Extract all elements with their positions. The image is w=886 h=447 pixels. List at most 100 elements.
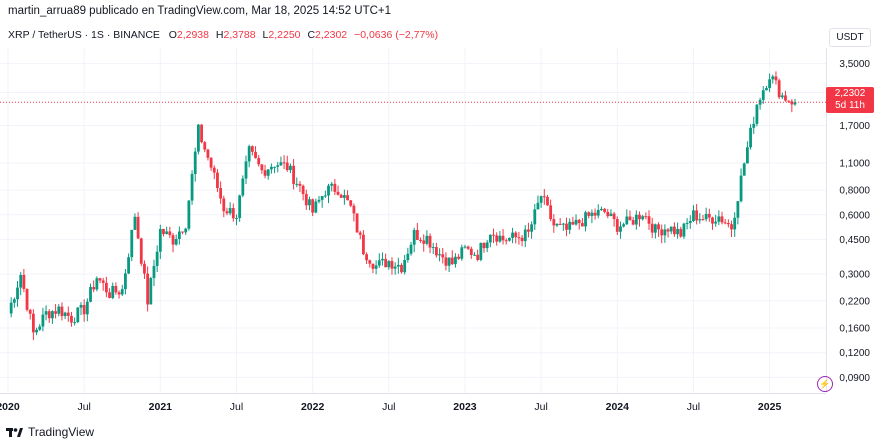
candle-body bbox=[558, 223, 562, 225]
candle-body bbox=[92, 286, 96, 290]
candle-body bbox=[143, 263, 146, 274]
candle-body bbox=[726, 222, 730, 225]
y-tick-label: 0,8000 bbox=[839, 186, 870, 197]
candle-body bbox=[266, 169, 270, 176]
candle-body bbox=[368, 260, 372, 264]
candle-body bbox=[346, 195, 349, 201]
candle-body bbox=[149, 278, 153, 305]
candle-body bbox=[311, 199, 315, 213]
candle-body bbox=[358, 232, 362, 235]
y-tick-label: 0,2200 bbox=[839, 296, 870, 307]
candle-body bbox=[301, 185, 305, 195]
candle-body bbox=[669, 226, 673, 232]
candle-body bbox=[381, 258, 384, 261]
candle-body bbox=[304, 194, 308, 206]
candle-body bbox=[682, 223, 686, 237]
candle-body bbox=[523, 229, 527, 242]
candle-body bbox=[35, 329, 38, 333]
candle-body bbox=[542, 196, 546, 198]
candle-body bbox=[580, 223, 584, 227]
x-tick-label: Jul bbox=[687, 401, 700, 413]
candle-body bbox=[765, 88, 768, 91]
candle-body bbox=[216, 172, 219, 189]
candle-body bbox=[244, 161, 248, 179]
candle-body bbox=[457, 256, 461, 259]
candle-body bbox=[212, 167, 216, 173]
candle-body bbox=[63, 312, 67, 317]
candles-group bbox=[9, 71, 797, 341]
candle-body bbox=[206, 149, 210, 158]
tradingview-logo-icon bbox=[6, 426, 24, 438]
candle-body bbox=[200, 124, 203, 143]
lightning-icon[interactable]: ⚡ bbox=[817, 376, 833, 392]
candle-body bbox=[438, 254, 441, 256]
candle-body bbox=[561, 223, 565, 225]
candle-body bbox=[339, 194, 343, 198]
candle-body bbox=[504, 240, 508, 242]
candle-body bbox=[650, 223, 654, 233]
x-tick-label: 2024 bbox=[606, 401, 630, 413]
candle-body bbox=[403, 259, 407, 273]
candle-body bbox=[273, 166, 276, 168]
candle-body bbox=[752, 123, 756, 128]
candle-body bbox=[250, 146, 254, 152]
x-tick-label: Jul bbox=[382, 401, 395, 413]
candle-body bbox=[701, 219, 705, 221]
candle-body bbox=[174, 239, 178, 245]
close-key: C bbox=[307, 29, 316, 41]
candle-body bbox=[663, 229, 667, 236]
candle-body bbox=[704, 213, 708, 220]
candle-body bbox=[308, 199, 311, 206]
candle-body bbox=[666, 229, 670, 232]
currency-button[interactable]: USDT bbox=[829, 28, 871, 47]
candle-body bbox=[365, 254, 368, 261]
candle-body bbox=[720, 216, 724, 223]
candle-body bbox=[44, 311, 48, 315]
candle-body bbox=[247, 146, 251, 162]
candle-body bbox=[539, 196, 543, 203]
last-price-value: 2,2302 bbox=[834, 88, 866, 99]
candle-body bbox=[222, 198, 226, 212]
candle-body bbox=[76, 307, 80, 323]
candle-body bbox=[38, 326, 42, 330]
x-tick-label: 2020 bbox=[0, 401, 20, 413]
candle-body bbox=[184, 228, 188, 233]
candle-body bbox=[758, 99, 762, 105]
candle-body bbox=[276, 165, 280, 167]
candle-body bbox=[193, 151, 197, 175]
candle-body bbox=[473, 254, 476, 256]
candle-body bbox=[254, 151, 257, 159]
candle-body bbox=[114, 286, 118, 293]
candle-body bbox=[552, 219, 556, 226]
publisher-line: martin_arrua89 publicado en TradingView.… bbox=[8, 5, 392, 17]
candle-body bbox=[463, 246, 467, 248]
candle-body bbox=[168, 231, 172, 236]
candle-body bbox=[577, 219, 581, 224]
time-axis-separator bbox=[0, 393, 826, 394]
candle-body bbox=[657, 224, 660, 230]
candle-body bbox=[127, 257, 130, 274]
candle-body bbox=[349, 200, 353, 206]
candle-body bbox=[333, 183, 337, 192]
close-value: 2,2302 bbox=[315, 29, 348, 41]
candle-body bbox=[393, 266, 397, 269]
candle-body bbox=[409, 244, 413, 254]
candle-body bbox=[431, 247, 435, 249]
candle-body bbox=[371, 263, 375, 269]
candle-body bbox=[317, 199, 321, 202]
symbol-name[interactable]: XRP / TetherUS · 1S · BINANCE bbox=[8, 29, 160, 41]
candle-body bbox=[31, 313, 35, 333]
candle-body bbox=[780, 95, 784, 98]
candle-body bbox=[85, 301, 89, 315]
candle-body bbox=[187, 200, 191, 229]
candle-body bbox=[289, 165, 292, 171]
candle-body bbox=[634, 214, 638, 225]
x-tick-label: 2022 bbox=[301, 401, 325, 413]
y-tick-label: 1,1000 bbox=[839, 158, 870, 169]
low-key: L bbox=[262, 29, 269, 41]
candle-body bbox=[415, 230, 419, 240]
candle-body bbox=[695, 210, 699, 221]
candle-body bbox=[231, 208, 235, 219]
candle-body bbox=[600, 208, 603, 211]
